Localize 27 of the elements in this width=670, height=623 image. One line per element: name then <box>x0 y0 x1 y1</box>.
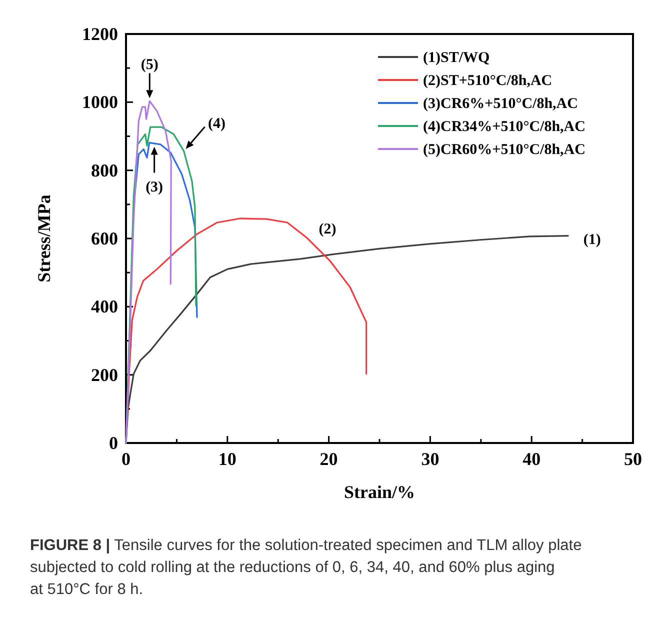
x-axis-title: Strain/% <box>344 482 416 502</box>
caption: FIGURE 8 | Tensile curves for the solution-treated specimen and TLM alloy plate subjected to cold rolling at the reductions of 0, 6, 34, 40, and 60% plus aging at 510°C for 8 h. <box>30 537 582 598</box>
x-tick-label: 0 <box>122 449 130 469</box>
y-tick-label: 1000 <box>82 92 118 112</box>
legend-label: (4)CR34%+510°C/8h,AC <box>423 119 586 135</box>
line-series <box>125 100 172 444</box>
y-tick-label: 600 <box>91 228 118 248</box>
y-tick-label: 400 <box>91 296 118 317</box>
legend-label: (1)ST/WQ <box>423 50 490 66</box>
x-tick-label: 10 <box>218 449 236 469</box>
legend-label: (5)CR60%+510°C/8h,AC <box>423 142 586 158</box>
x-tick-label: 50 <box>624 449 642 469</box>
annotation: (3) <box>146 180 164 196</box>
annotation: (4) <box>208 116 226 132</box>
y-tick-label: 0 <box>109 433 118 453</box>
x-tick-label: 40 <box>522 449 541 469</box>
x-tick-label: 20 <box>320 449 338 469</box>
legend-label: (2)ST+510°C/8h,AC <box>423 73 552 89</box>
x-tick-label: 30 <box>421 449 440 469</box>
y-tick-label: 1200 <box>82 24 118 44</box>
annotation: (2) <box>318 221 336 238</box>
annotation: (1) <box>583 232 601 248</box>
y-tick-label: 800 <box>91 160 118 180</box>
y-tick-label: 200 <box>91 364 118 385</box>
y-axis-title: Stress/MPa <box>34 194 54 282</box>
legend-label: (3)CR6%+510°C/8h,AC <box>423 96 578 112</box>
annotation: (5) <box>140 57 158 74</box>
